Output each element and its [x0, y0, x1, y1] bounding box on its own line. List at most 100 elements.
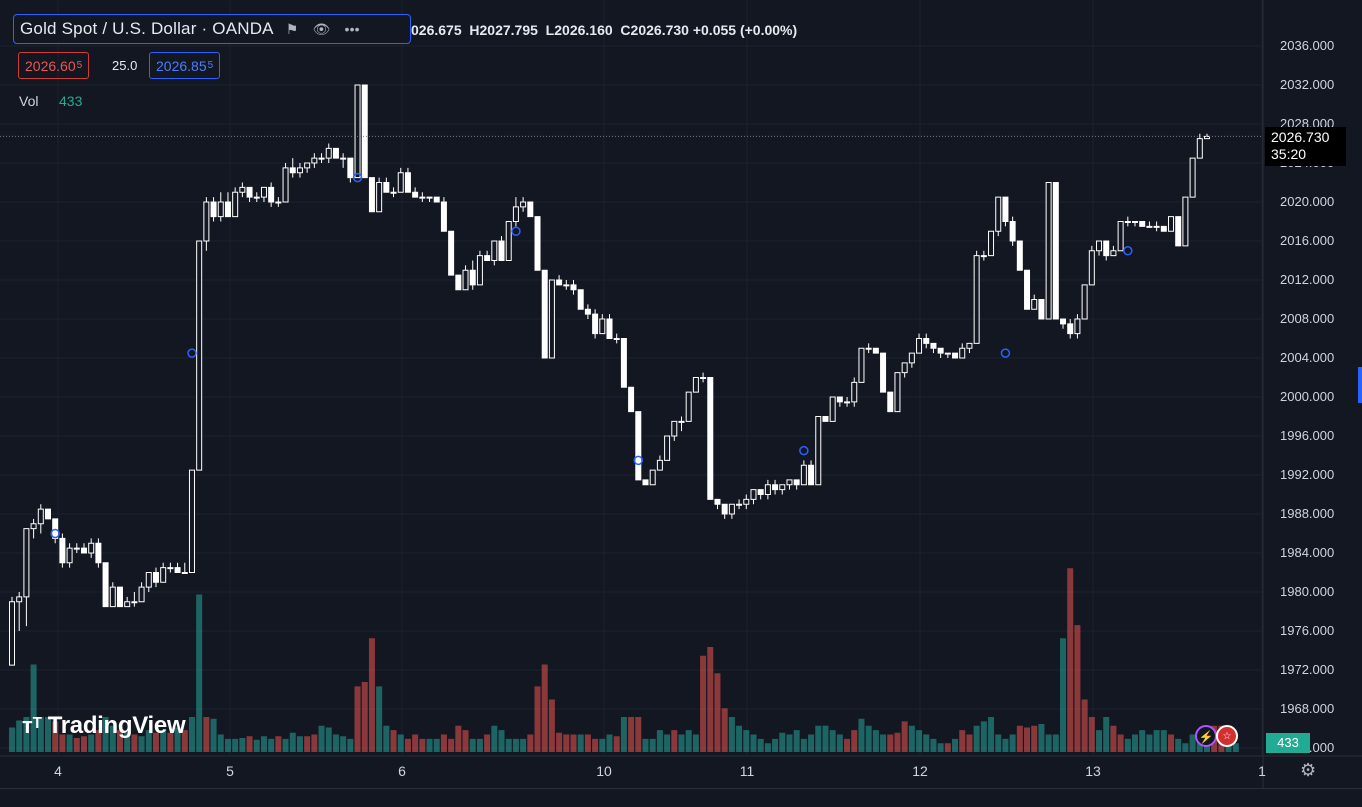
volume-bar [440, 734, 447, 752]
volume-bar [851, 730, 858, 752]
ask-price-sup: 5 [207, 60, 214, 71]
candle-body [59, 537, 66, 564]
volume-bar [1146, 734, 1153, 752]
ohlc-readout: 026.675 H2027.795 L2026.160 C2026.730 +0… [411, 22, 798, 38]
price-axis-label: 2000.000 [1280, 389, 1335, 404]
volume-bar [145, 730, 152, 752]
candle-body [772, 484, 779, 491]
candle-body [412, 191, 419, 198]
candle-body [1067, 323, 1074, 335]
lightning-event-icon[interactable]: ⚡ [1195, 725, 1217, 747]
volume-bar [764, 743, 771, 752]
tradingview-logo-text: TradingView [47, 712, 186, 739]
time-axis-label: 4 [54, 763, 62, 779]
candle-body [37, 508, 44, 525]
symbol-name: Gold Spot / U.S. Dollar · OANDA [20, 19, 274, 38]
eye-icon[interactable]: 👁 [312, 20, 331, 37]
volume-bar [181, 730, 188, 752]
volume-bar [620, 717, 627, 752]
candle-body [1117, 221, 1124, 252]
volume-bar [664, 734, 671, 752]
candle-body [145, 572, 152, 588]
candle-body [966, 342, 973, 349]
volume-bar [541, 664, 548, 752]
volume-bar [124, 732, 131, 752]
candle-body [959, 347, 966, 359]
candle-body [1081, 284, 1088, 320]
volume-bar [844, 738, 851, 752]
price-axis-label: 2032.000 [1280, 77, 1335, 92]
us-flag-event-icon[interactable]: ☆ [1216, 725, 1238, 747]
volume-bar [9, 727, 15, 752]
volume-bar [988, 717, 995, 752]
sell-price-button[interactable]: 2026.60 5 [18, 52, 90, 79]
volume-bar [656, 730, 663, 752]
candle-body [1139, 221, 1146, 227]
volume-bar [923, 734, 930, 752]
candle-body [174, 567, 181, 573]
candle-body [606, 318, 613, 339]
volume-bar [296, 736, 303, 752]
volume-bar [584, 734, 591, 752]
settings-gear-icon[interactable]: ⚙ [1300, 760, 1317, 780]
volume-bar [980, 721, 987, 752]
buy-price-button[interactable]: 2026.85 5 [149, 52, 221, 79]
price-axis-label: 1988.000 [1280, 506, 1335, 521]
volume-bar [289, 732, 296, 752]
candle-body [124, 601, 131, 608]
candle-body [1124, 221, 1131, 223]
candle-body [1168, 216, 1175, 232]
candle-body [304, 162, 311, 169]
tradingview-logo[interactable]: ᴛᵀ TradingView [22, 712, 186, 740]
scroll-handle[interactable] [1358, 367, 1362, 403]
symbol-title-box[interactable]: Gold Spot / U.S. Dollar · OANDA ⚑ 👁 ••• [13, 14, 411, 44]
volume-bar [448, 738, 455, 752]
volume-bar [750, 734, 757, 752]
candle-body [995, 196, 1002, 232]
volume-bar [44, 717, 51, 752]
low-value: 2026.160 [554, 22, 613, 38]
volume-bar [419, 738, 426, 752]
volume-bar [527, 734, 534, 752]
candle-body [577, 289, 584, 310]
candle-body [592, 313, 599, 335]
event-marker [187, 348, 197, 358]
volume-bar [224, 738, 231, 752]
candle-body [88, 542, 95, 554]
volume-bar [282, 738, 289, 752]
candle-body [1175, 216, 1182, 247]
candle-body [448, 230, 455, 276]
volume-bar [354, 686, 361, 752]
volume-bar [340, 736, 347, 752]
volume-bar [563, 734, 570, 752]
candle-body [1060, 318, 1067, 325]
candle-body [404, 172, 411, 193]
candle-body [1088, 250, 1095, 286]
volume-bar [102, 717, 109, 752]
volume-bar [174, 727, 181, 752]
more-icon[interactable]: ••• [344, 21, 360, 37]
bid-price-sup: 5 [76, 60, 83, 71]
candle-body [764, 484, 771, 495]
volume-bar [253, 739, 260, 752]
ask-price: 2026.85 [156, 57, 207, 74]
candle-body [440, 201, 447, 232]
volume-bar [1110, 725, 1117, 752]
candle-body [520, 201, 527, 208]
candle-body [613, 338, 620, 340]
candle-body [872, 347, 879, 354]
volume-bar [642, 738, 649, 752]
candle-body [1016, 240, 1023, 271]
flag-icon[interactable]: ⚑ [285, 20, 299, 37]
volume-bar [462, 730, 469, 752]
candle-body [570, 284, 577, 291]
candle-body [908, 352, 915, 364]
candle-body [779, 484, 786, 491]
candle-body [1146, 225, 1153, 228]
candle-body [1189, 157, 1196, 198]
volume-bar [916, 730, 923, 752]
candle-body [253, 196, 260, 199]
volume-bar [894, 732, 901, 752]
volume-bar [246, 736, 253, 752]
